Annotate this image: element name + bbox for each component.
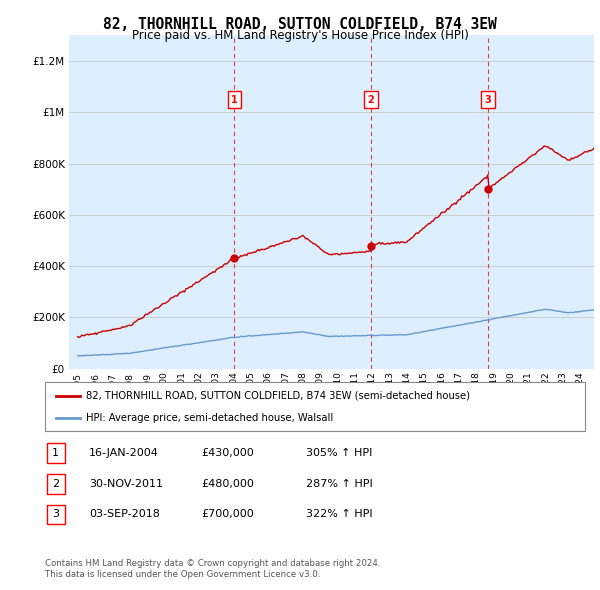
- Text: £700,000: £700,000: [201, 510, 254, 519]
- Text: 287% ↑ HPI: 287% ↑ HPI: [306, 479, 373, 489]
- Text: 03-SEP-2018: 03-SEP-2018: [89, 510, 160, 519]
- Text: 322% ↑ HPI: 322% ↑ HPI: [306, 510, 373, 519]
- Text: 30-NOV-2011: 30-NOV-2011: [89, 479, 163, 489]
- Text: 82, THORNHILL ROAD, SUTTON COLDFIELD, B74 3EW: 82, THORNHILL ROAD, SUTTON COLDFIELD, B7…: [103, 17, 497, 31]
- Text: HPI: Average price, semi-detached house, Walsall: HPI: Average price, semi-detached house,…: [86, 413, 333, 423]
- Text: 16-JAN-2004: 16-JAN-2004: [89, 448, 158, 458]
- Text: 2: 2: [52, 479, 59, 489]
- Text: Contains HM Land Registry data © Crown copyright and database right 2024.
This d: Contains HM Land Registry data © Crown c…: [45, 559, 380, 579]
- Text: 1: 1: [52, 448, 59, 458]
- Text: Price paid vs. HM Land Registry's House Price Index (HPI): Price paid vs. HM Land Registry's House …: [131, 30, 469, 42]
- Text: 1: 1: [231, 94, 238, 104]
- Text: £430,000: £430,000: [201, 448, 254, 458]
- Text: 3: 3: [484, 94, 491, 104]
- Text: 2: 2: [367, 94, 374, 104]
- Text: 305% ↑ HPI: 305% ↑ HPI: [306, 448, 373, 458]
- Text: 82, THORNHILL ROAD, SUTTON COLDFIELD, B74 3EW (semi-detached house): 82, THORNHILL ROAD, SUTTON COLDFIELD, B7…: [86, 391, 470, 401]
- Text: £480,000: £480,000: [201, 479, 254, 489]
- Text: 3: 3: [52, 510, 59, 519]
